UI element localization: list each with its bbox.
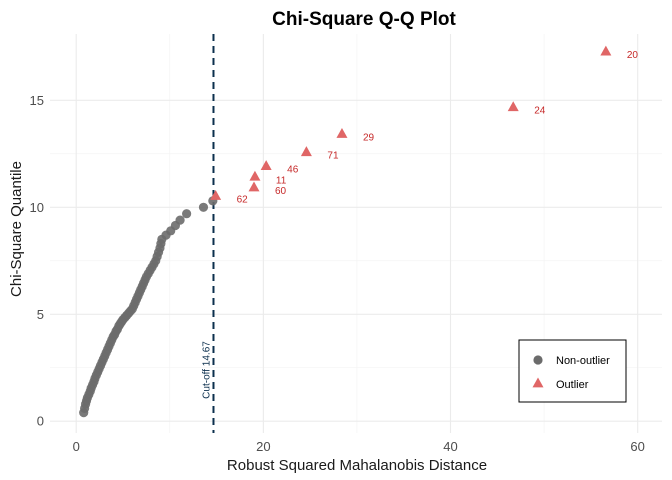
- outlier-point-label: 46: [287, 165, 299, 176]
- outlier-point-label: 62: [237, 195, 249, 206]
- legend-non-outlier-label: Non-outlier: [556, 355, 610, 367]
- y-tick-label: 0: [37, 414, 44, 429]
- non-outlier-point: [182, 209, 192, 219]
- tick-labels-layer: 0 20 40 60 0 5 10 15: [30, 93, 645, 454]
- legend: Non-outlier Outlier: [518, 339, 627, 403]
- outlier-point-label: 29: [363, 132, 375, 143]
- grid-lines: [50, 34, 662, 433]
- cutoff-layer: Cut-off 14.67: [201, 34, 215, 433]
- outlier-point: [300, 146, 312, 157]
- y-tick-label: 15: [30, 93, 44, 108]
- legend-box: [518, 339, 627, 403]
- x-axis-title: Robust Squared Mahalanobis Distance: [227, 457, 487, 474]
- outlier-point: [336, 127, 348, 138]
- outlier-point-label: 11: [276, 175, 287, 186]
- outlier-point-label: 24: [534, 106, 546, 117]
- outlier-point-label: 20: [627, 50, 639, 61]
- x-tick-label: 0: [73, 439, 80, 454]
- cutoff-label: Cut-off 14.67: [201, 341, 212, 399]
- outlier-point: [600, 45, 612, 56]
- y-tick-label: 10: [30, 200, 44, 215]
- legend-outlier-key: [532, 377, 544, 388]
- outlier-point: [248, 181, 260, 192]
- y-tick-label: 5: [37, 307, 44, 322]
- x-tick-label: 60: [630, 439, 644, 454]
- legend-non-outlier-key: [533, 355, 543, 365]
- non-outlier-point: [198, 202, 209, 212]
- outlier-point: [507, 101, 519, 112]
- outlier-point: [249, 170, 261, 181]
- legend-outlier-label: Outlier: [556, 379, 589, 391]
- x-tick-label: 40: [443, 439, 457, 454]
- outlier-point: [260, 160, 272, 170]
- points-layer: [79, 45, 612, 418]
- y-axis-title: Chi-Square Quantile: [8, 161, 25, 297]
- outlier-point: [210, 190, 222, 200]
- outlier-point-label: 71: [327, 151, 339, 162]
- chart-title: Chi-Square Q-Q Plot: [272, 9, 456, 30]
- x-tick-label: 20: [256, 439, 270, 454]
- outlier-point-label: 60: [275, 186, 287, 197]
- non-outlier-point: [175, 215, 185, 225]
